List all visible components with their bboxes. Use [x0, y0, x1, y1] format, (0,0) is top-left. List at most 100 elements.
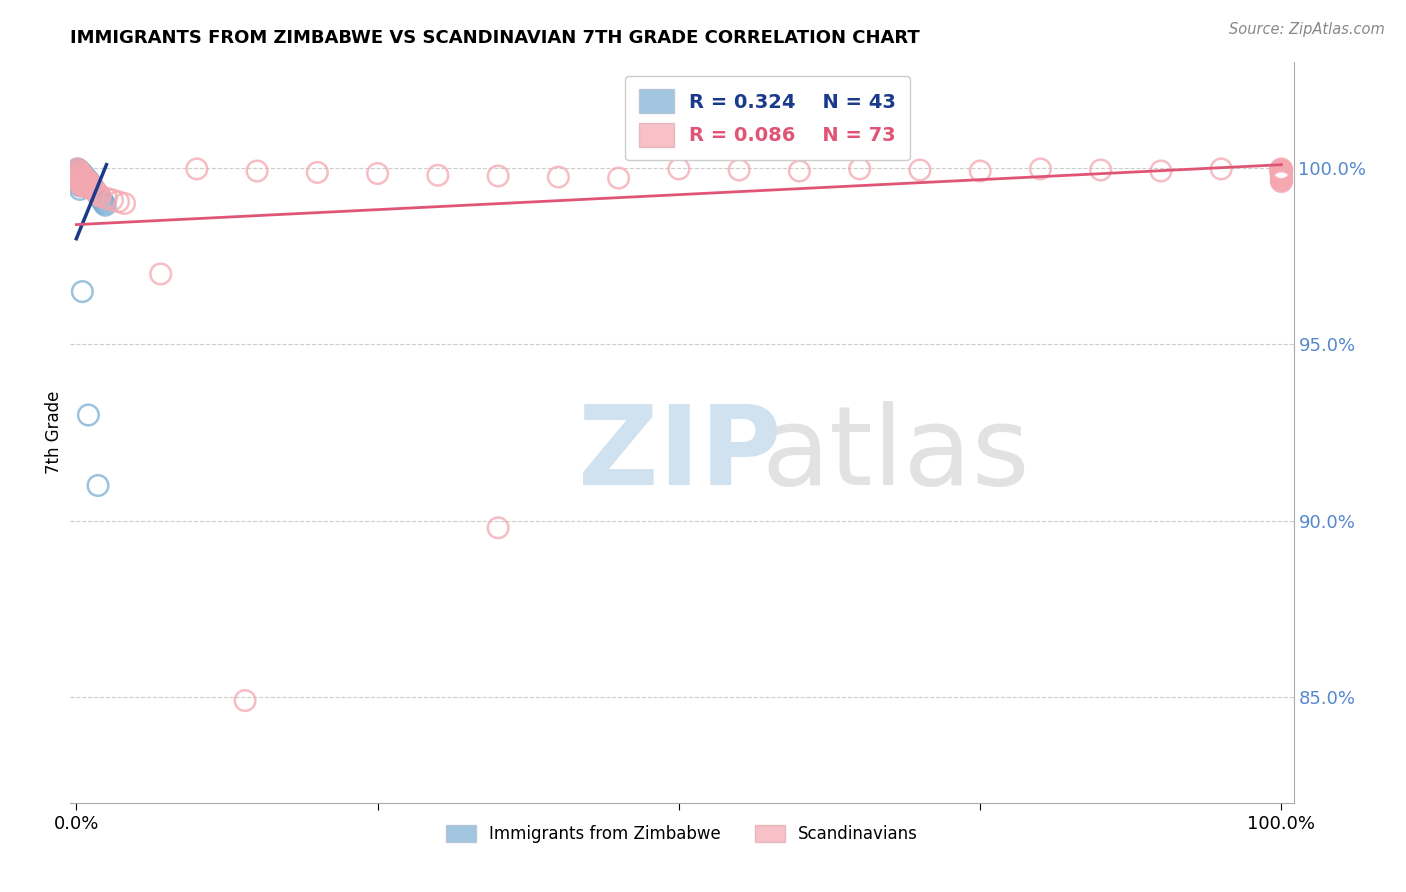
Point [73, 176, 96, 190]
Point [728, 163, 751, 178]
Point [66, 161, 89, 176]
Point [67, 175, 90, 189]
Point [80, 178, 103, 193]
Point [1270, 169, 1292, 184]
Point [67, 175, 90, 189]
Point [76, 172, 98, 186]
Point [69, 178, 91, 193]
Point [67, 163, 90, 178]
Y-axis label: 7th Grade: 7th Grade [45, 391, 63, 475]
Point [66, 166, 89, 180]
Point [84, 184, 107, 198]
Point [69, 165, 91, 179]
Point [1270, 173, 1292, 187]
Point [72, 168, 94, 182]
Point [79, 175, 101, 189]
Point [67, 164, 90, 178]
Point [72, 178, 94, 193]
Point [70, 178, 93, 193]
Point [67, 169, 90, 183]
Point [101, 193, 124, 207]
Point [70, 166, 93, 180]
Point [1270, 169, 1292, 183]
Point [1029, 161, 1052, 176]
Point [70, 165, 93, 179]
Point [69, 169, 91, 184]
Point [77, 175, 100, 189]
Point [70, 171, 93, 186]
Point [149, 267, 172, 281]
Point [93, 196, 115, 211]
Point [66, 165, 89, 179]
Point [114, 196, 136, 211]
Point [1270, 163, 1292, 178]
Point [72, 175, 94, 189]
Point [69, 168, 91, 182]
Point [1270, 168, 1292, 182]
Point [82, 181, 104, 195]
Point [72, 177, 94, 191]
Point [1270, 163, 1292, 178]
Point [87, 187, 110, 202]
Point [1270, 161, 1292, 176]
Point [233, 693, 256, 707]
Point [87, 187, 110, 202]
Point [107, 194, 129, 209]
Point [72, 169, 94, 184]
Text: ZIP: ZIP [578, 401, 782, 508]
Point [1270, 168, 1292, 182]
Point [75, 177, 97, 191]
Point [84, 184, 107, 198]
Point [246, 164, 269, 178]
Point [789, 164, 811, 178]
Point [426, 168, 449, 182]
Point [72, 168, 94, 182]
Point [80, 178, 103, 193]
Point [73, 178, 96, 193]
Point [1270, 165, 1292, 179]
Point [91, 194, 114, 209]
Point [87, 478, 110, 492]
Point [80, 179, 103, 194]
Point [69, 164, 91, 178]
Point [1270, 165, 1292, 179]
Point [1270, 171, 1292, 186]
Point [90, 193, 112, 207]
Point [79, 176, 101, 190]
Point [69, 173, 91, 187]
Point [908, 163, 931, 178]
Point [66, 161, 89, 176]
Point [96, 191, 118, 205]
Point [73, 169, 96, 184]
Point [1270, 166, 1292, 180]
Text: atlas: atlas [762, 401, 1031, 508]
Point [77, 173, 100, 187]
Point [1270, 171, 1292, 186]
Point [186, 161, 208, 176]
Point [486, 169, 509, 183]
Text: IMMIGRANTS FROM ZIMBABWE VS SCANDINAVIAN 7TH GRADE CORRELATION CHART: IMMIGRANTS FROM ZIMBABWE VS SCANDINAVIAN… [70, 29, 920, 47]
Point [66, 171, 89, 186]
Point [1270, 175, 1292, 189]
Point [72, 285, 94, 299]
Point [75, 172, 97, 186]
Point [69, 176, 91, 190]
Point [70, 172, 93, 186]
Point [1270, 164, 1292, 178]
Point [86, 186, 108, 200]
Point [73, 171, 96, 186]
Point [67, 171, 90, 186]
Point [77, 408, 100, 422]
Point [1150, 164, 1173, 178]
Point [67, 166, 90, 180]
Point [307, 165, 329, 179]
Point [1270, 172, 1292, 186]
Point [86, 186, 108, 200]
Point [367, 166, 389, 180]
Point [969, 164, 991, 178]
Point [1090, 163, 1112, 178]
Point [75, 179, 97, 194]
Point [66, 169, 89, 184]
Point [83, 183, 105, 197]
Point [72, 174, 94, 188]
